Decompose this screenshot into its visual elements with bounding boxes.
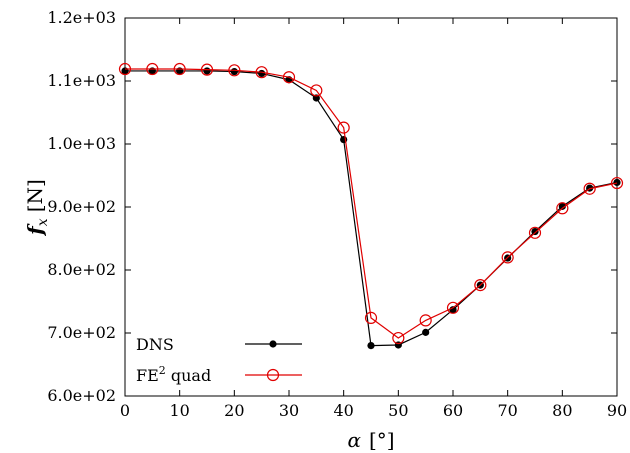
series-line [125, 70, 618, 347]
data-point [230, 67, 238, 76]
y-tick-label: 1.2e+03 [47, 8, 116, 27]
data-point [422, 328, 430, 336]
data-point [449, 306, 457, 314]
data-point [392, 331, 405, 345]
y-axis-symbol: f [23, 223, 47, 237]
x-tick-label: 40 [333, 401, 353, 420]
x-tick-label: 10 [169, 401, 189, 420]
y-tick-label: 9.0e+02 [47, 197, 116, 216]
series-fe2-quad [118, 62, 624, 345]
data-point [610, 176, 624, 190]
data-point [556, 202, 569, 215]
series-layer [118, 62, 624, 350]
x-tick-label: 90 [607, 401, 627, 420]
x-axis-unit: [°] [369, 428, 395, 452]
y-axis-subscript: x [35, 218, 51, 226]
series-dns [121, 67, 621, 350]
data-point [367, 342, 375, 350]
y-tick-label: 7.0e+02 [47, 323, 116, 342]
data-point [419, 314, 432, 327]
series-line [125, 68, 618, 339]
y-axis-unit: [N] [23, 179, 47, 212]
y-axis-title: fx [N] [23, 179, 51, 237]
data-point [203, 67, 211, 75]
data-point [173, 62, 186, 76]
data-point [146, 62, 159, 76]
legend-label-quad-text: quad [166, 366, 211, 385]
data-point [255, 66, 268, 79]
data-point [228, 64, 241, 77]
legend: DNS FE2 quad [136, 335, 302, 385]
data-point [282, 71, 296, 84]
data-point [310, 84, 323, 97]
data-point [200, 63, 214, 76]
x-tick-label: 20 [224, 401, 244, 420]
data-point [528, 226, 542, 239]
plot-frame [124, 17, 618, 397]
data-point [531, 227, 539, 236]
x-axis-ticks: 0 10 20 30 40 50 60 70 80 90 [120, 18, 627, 420]
data-point [558, 202, 566, 210]
legend-label-fe-text: FE [136, 366, 159, 385]
x-tick-label: 60 [443, 401, 463, 420]
data-point [118, 62, 132, 76]
x-tick-label: 30 [279, 401, 299, 420]
data-point [613, 178, 621, 187]
data-point [258, 69, 266, 78]
data-point [337, 121, 350, 134]
x-tick-label: 70 [497, 401, 517, 420]
data-point [446, 301, 460, 314]
x-axis-title: α [°] [347, 428, 394, 452]
y-tick-label: 8.0e+02 [47, 260, 116, 279]
legend-marker-fe2-quad [266, 368, 280, 382]
y-tick-label: 6.0e+02 [47, 386, 116, 405]
data-point [501, 251, 514, 264]
y-tick-label: 1.1e+03 [47, 71, 116, 90]
legend-label-fe2-quad: FE2 quad [136, 364, 211, 385]
y-axis-ticks: 6.0e+02 7.0e+02 8.0e+02 9.0e+02 1.0e+03 1.1e+… [47, 8, 617, 405]
data-point [583, 182, 596, 195]
x-axis-symbol: α [347, 428, 361, 452]
x-tick-label: 0 [120, 401, 130, 420]
legend-label-fe-sup: 2 [159, 364, 166, 377]
y-tick-label: 1.0e+03 [47, 134, 116, 153]
data-point [364, 311, 378, 324]
x-tick-label: 80 [552, 401, 572, 420]
legend-marker-dns [269, 340, 277, 348]
data-point [474, 279, 487, 292]
legend-label-dns: DNS [136, 335, 174, 354]
x-tick-label: 50 [388, 401, 408, 420]
